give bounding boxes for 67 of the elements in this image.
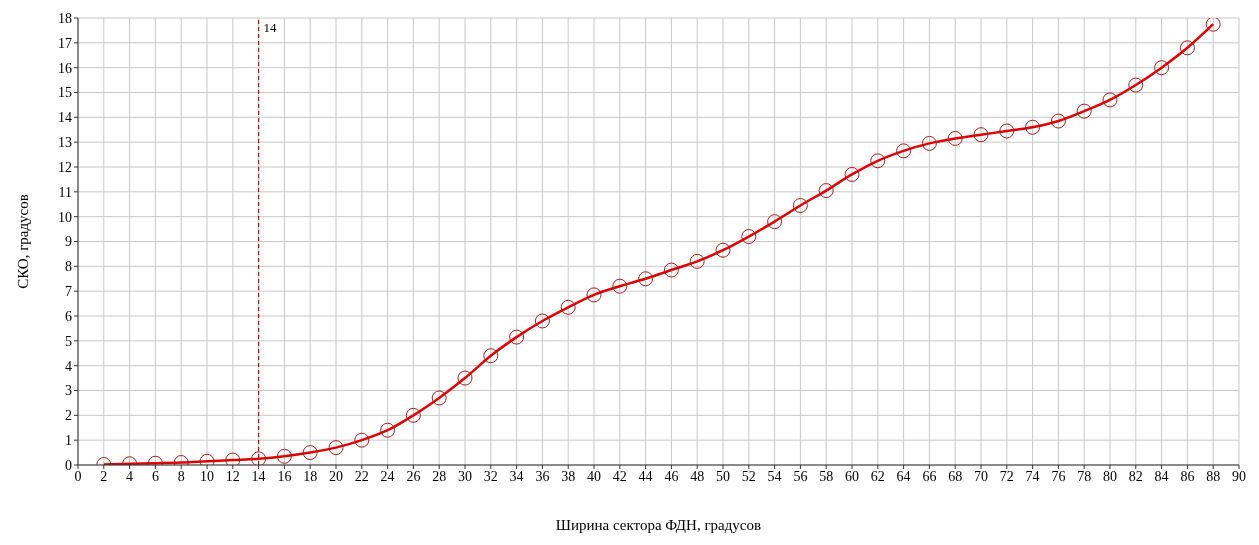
x-tick-label: 76 xyxy=(1051,468,1066,484)
x-tick-label: 20 xyxy=(329,468,343,484)
x-tick-label: 60 xyxy=(845,468,859,484)
y-tick-label: 7 xyxy=(65,284,72,300)
x-tick-label: 2 xyxy=(100,468,108,484)
x-tick-label: 40 xyxy=(587,468,601,484)
y-tick-label: 5 xyxy=(65,333,72,349)
y-tick-label: 9 xyxy=(65,234,72,250)
y-tick-label: 2 xyxy=(65,408,72,424)
x-tick-label: 46 xyxy=(664,468,679,484)
x-tick-label: 74 xyxy=(1025,468,1040,484)
x-tick-label: 86 xyxy=(1180,468,1195,484)
y-tick-label: 8 xyxy=(65,259,72,275)
x-tick-label: 28 xyxy=(432,468,447,484)
x-tick-label: 50 xyxy=(716,468,730,484)
x-tick-label: 38 xyxy=(561,468,576,484)
x-tick-label: 90 xyxy=(1232,468,1246,484)
x-tick-label: 66 xyxy=(922,468,937,484)
x-tick-label: 34 xyxy=(509,468,524,484)
y-tick-label: 4 xyxy=(65,358,72,374)
ref-line-label: 14 xyxy=(263,20,278,36)
y-tick-label: 1 xyxy=(65,433,72,449)
y-tick-label: 10 xyxy=(58,209,72,225)
x-tick-label: 14 xyxy=(251,468,266,484)
x-tick-label: 52 xyxy=(741,468,756,484)
y-tick-label: 12 xyxy=(58,159,72,175)
x-tick-label: 12 xyxy=(225,468,240,484)
x-tick-label: 10 xyxy=(200,468,214,484)
x-tick-label: 56 xyxy=(793,468,808,484)
x-tick-label: 8 xyxy=(177,468,185,484)
x-tick-label: 62 xyxy=(870,468,885,484)
x-tick-label: 48 xyxy=(690,468,705,484)
y-tick-label: 3 xyxy=(65,383,72,399)
x-tick-label: 44 xyxy=(638,468,653,484)
x-tick-label: 6 xyxy=(151,468,159,484)
x-tick-label: 16 xyxy=(277,468,292,484)
x-tick-label: 24 xyxy=(380,468,395,484)
x-tick-label: 54 xyxy=(767,468,782,484)
x-tick-label: 70 xyxy=(974,468,988,484)
x-tick-label: 18 xyxy=(303,468,318,484)
y-axis-title: СКО, градусов xyxy=(15,194,32,289)
x-axis-title: Ширина сектора ФДН, градусов xyxy=(555,517,762,533)
x-tick-label: 30 xyxy=(458,468,472,484)
x-tick-label: 88 xyxy=(1206,468,1221,484)
x-tick-label: 68 xyxy=(948,468,963,484)
x-tick-label: 26 xyxy=(406,468,421,484)
x-tick-label: 80 xyxy=(1103,468,1117,484)
x-tick-label: 82 xyxy=(1128,468,1143,484)
y-tick-label: 18 xyxy=(58,10,72,26)
y-tick-label: 16 xyxy=(58,60,72,76)
y-tick-label: 0 xyxy=(65,457,72,473)
y-tick-label: 6 xyxy=(65,308,72,324)
y-tick-label: 13 xyxy=(58,135,72,151)
y-tick-label: 11 xyxy=(58,184,72,200)
x-tick-label: 42 xyxy=(612,468,627,484)
x-tick-label: 84 xyxy=(1154,468,1169,484)
x-tick-label: 72 xyxy=(999,468,1014,484)
x-tick-label: 36 xyxy=(535,468,550,484)
x-tick-label: 22 xyxy=(354,468,369,484)
y-tick-label: 15 xyxy=(58,85,72,101)
x-tick-label: 4 xyxy=(126,468,134,484)
x-tick-label: 58 xyxy=(819,468,834,484)
y-tick-label: 17 xyxy=(58,35,72,51)
x-tick-label: 64 xyxy=(896,468,911,484)
x-tick-label: 78 xyxy=(1077,468,1092,484)
x-tick-label: 32 xyxy=(483,468,498,484)
y-tick-label: 14 xyxy=(58,110,72,126)
